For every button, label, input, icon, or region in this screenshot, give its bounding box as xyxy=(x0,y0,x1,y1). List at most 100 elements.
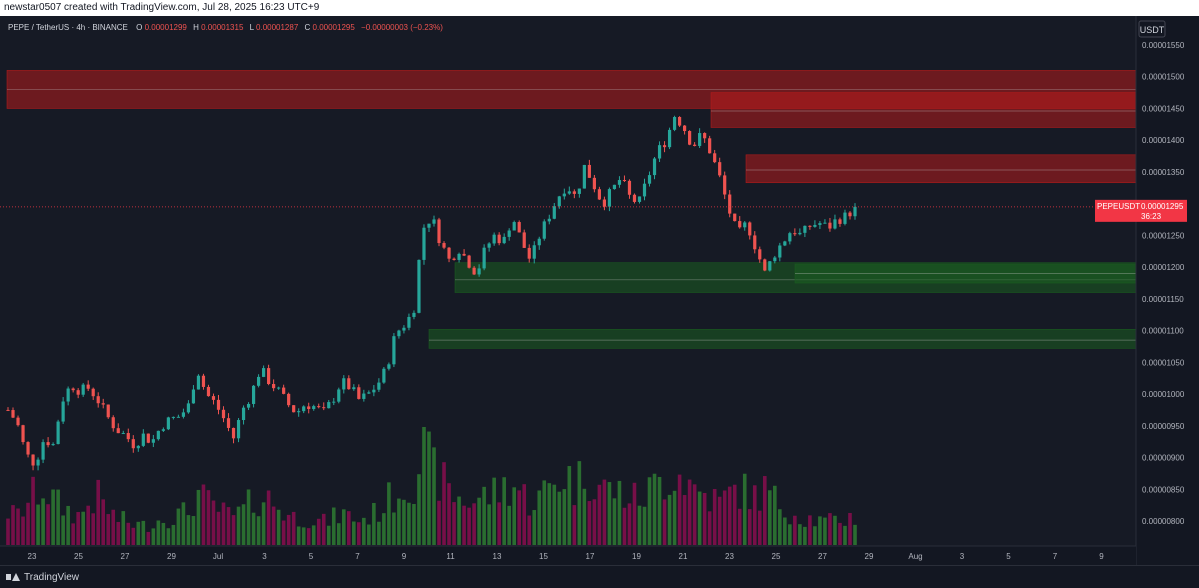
tradingview-logo-icon xyxy=(6,573,20,581)
candle-body xyxy=(637,196,642,202)
y-tick-label: 0.00001150 xyxy=(1142,295,1184,304)
candle-body xyxy=(667,129,672,148)
candle-body xyxy=(723,175,727,195)
candle-body xyxy=(547,218,551,222)
candle-body xyxy=(522,232,526,248)
volume-bar xyxy=(432,447,436,545)
volume-bar xyxy=(512,487,516,545)
volume-bar xyxy=(387,482,391,545)
x-tick-label: 3 xyxy=(960,552,965,561)
volume-bar xyxy=(838,522,842,545)
volume-bar xyxy=(61,515,65,545)
candle-body xyxy=(462,253,466,256)
candle-body xyxy=(196,375,201,390)
volume-bar xyxy=(181,502,186,545)
candle-body xyxy=(487,243,491,248)
candle-body xyxy=(843,212,847,224)
high-label: H xyxy=(193,23,199,32)
y-tick-label: 0.00001200 xyxy=(1142,263,1185,272)
volume-bar xyxy=(717,496,722,545)
volume-bar xyxy=(101,499,106,545)
candle-body xyxy=(622,180,627,182)
volume-bar xyxy=(352,521,356,545)
volume-bar xyxy=(116,521,121,545)
y-tick-label: 0.00000850 xyxy=(1142,485,1185,494)
last-price-symbol: PEPEUSDT xyxy=(1097,202,1140,211)
volume-bar xyxy=(502,477,506,545)
volume-bar xyxy=(577,461,582,545)
y-tick-label: 0.00001000 xyxy=(1142,390,1185,399)
price-axis[interactable] xyxy=(1136,16,1199,565)
candle-body xyxy=(186,403,191,413)
volume-bar xyxy=(136,521,141,545)
volume-bar xyxy=(81,511,85,545)
volume-bar xyxy=(692,484,697,545)
volume-bar xyxy=(331,507,336,545)
volume-bar xyxy=(211,500,216,545)
volume-bar xyxy=(843,525,847,545)
volume-bar xyxy=(727,486,732,545)
candle-body xyxy=(121,433,125,435)
x-tick-label: 9 xyxy=(1099,552,1104,561)
volume-bar xyxy=(667,494,672,545)
volume-bar xyxy=(527,515,532,545)
candle-body xyxy=(191,389,196,404)
supply-zone[interactable] xyxy=(710,92,1137,128)
candle-body xyxy=(392,336,396,365)
volume-bar xyxy=(76,512,80,545)
currency-label: USDT xyxy=(1140,25,1165,35)
currency-button[interactable] xyxy=(1138,20,1166,38)
candle-body xyxy=(753,235,757,250)
volume-bar xyxy=(778,509,782,545)
chart-frame[interactable]: USDT 0.00001550 0.00001500 0.00001450 0.000… xyxy=(0,16,1199,565)
candle-body xyxy=(808,225,812,227)
candle-body xyxy=(793,233,797,235)
x-tick-label: 5 xyxy=(309,552,314,561)
candle-body xyxy=(317,406,321,408)
x-tick-label: 17 xyxy=(586,552,595,561)
volume-bar xyxy=(587,501,592,545)
x-tick-label: 29 xyxy=(865,552,874,561)
candle-body xyxy=(166,417,170,430)
volume-bar xyxy=(762,476,767,545)
x-tick-label: 23 xyxy=(725,552,734,561)
candle-body xyxy=(26,442,30,455)
volume-bar xyxy=(51,489,55,545)
symbol-legend: PEPE / TetherUS · 4h · BINANCE O 0.00001… xyxy=(8,23,443,32)
candle-body xyxy=(282,387,286,394)
volume-bar xyxy=(652,473,657,545)
y-tick-label: 0.00001400 xyxy=(1142,136,1185,145)
volume-bar xyxy=(617,480,622,545)
close-value: 0.00001295 xyxy=(313,23,356,32)
volume-bar xyxy=(532,510,537,545)
volume-bar xyxy=(241,504,246,545)
demand-zone[interactable] xyxy=(428,329,1137,349)
volume-bar xyxy=(537,490,542,545)
candle-body xyxy=(342,378,346,390)
candle-body xyxy=(672,117,677,130)
candle-body xyxy=(848,212,852,217)
candle-body xyxy=(176,416,181,418)
candle-body xyxy=(216,399,221,410)
candle-body xyxy=(96,396,100,404)
volume-bar xyxy=(96,479,101,545)
volume-bar xyxy=(256,516,261,545)
candle-body xyxy=(688,131,692,145)
price-chart[interactable]: USDT 0.00001550 0.00001500 0.00001450 0.000… xyxy=(0,16,1199,565)
volume-bar xyxy=(793,515,797,545)
candle-body xyxy=(617,180,622,185)
supply-zone[interactable] xyxy=(745,154,1137,184)
candle-body xyxy=(347,378,351,390)
candle-body xyxy=(86,384,90,389)
tradingview-logo[interactable]: TradingView xyxy=(6,572,79,583)
volume-bar xyxy=(407,502,411,545)
volume-bar xyxy=(522,484,527,545)
candle-body xyxy=(231,427,236,439)
candle-body xyxy=(312,406,316,410)
volume-bar xyxy=(422,427,426,545)
time-axis[interactable] xyxy=(0,546,1136,565)
volume-bar xyxy=(798,524,802,545)
candle-body xyxy=(582,164,586,189)
volume-bar xyxy=(747,509,752,545)
candle-body xyxy=(587,164,591,178)
